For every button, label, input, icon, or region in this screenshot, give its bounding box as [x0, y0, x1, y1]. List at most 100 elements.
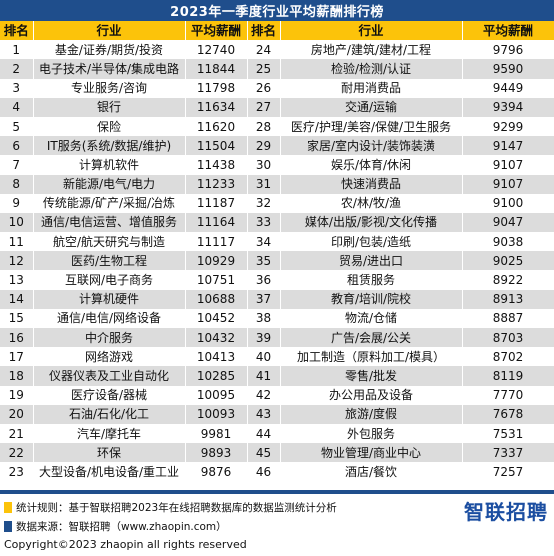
table-row: 16 中介服务 10432 39 广告/会展/公关 8703: [0, 328, 554, 348]
cell-industry-left: 通信/电信/网络设备: [33, 308, 186, 328]
table-row: 22 环保 9893 45 物业管理/商业中心 7337: [0, 443, 554, 463]
data-source-note: 数据来源：智联招聘（www.zhaopin.com）: [4, 519, 227, 534]
cell-rank-left: 13: [0, 270, 34, 290]
header-rank-right: 排名: [247, 21, 281, 41]
cell-rank-left: 16: [0, 328, 34, 348]
yellow-marker-icon: [4, 502, 12, 513]
cell-rank-left: 21: [0, 423, 34, 444]
cell-industry-right: 家居/室内设计/装饰装潢: [280, 136, 463, 156]
table-row: 21 汽车/摩托车 9981 44 外包服务 7531: [0, 423, 554, 444]
cell-salary-right: 9590: [462, 59, 554, 79]
cell-salary-right: 9100: [462, 193, 554, 213]
table-row: 1 基金/证券/期货/投资 12740 24 房地产/建筑/建材/工程 9796: [0, 40, 554, 60]
cell-industry-right: 租赁服务: [280, 270, 463, 290]
cell-salary-right: 8913: [462, 289, 554, 309]
cell-rank-left: 7: [0, 155, 34, 175]
cell-salary-left: 12740: [185, 40, 248, 60]
cell-industry-right: 医疗/护理/美容/保健/卫生服务: [280, 116, 463, 137]
cell-salary-left: 10751: [185, 270, 248, 290]
cell-rank-left: 8: [0, 174, 34, 194]
cell-salary-left: 9893: [185, 443, 248, 463]
cell-industry-left: 电子技术/半导体/集成电路: [33, 59, 186, 79]
cell-salary-left: 9981: [185, 423, 248, 444]
cell-salary-left: 9876: [185, 462, 248, 482]
cell-salary-right: 9107: [462, 174, 554, 194]
cell-rank-right: 26: [247, 78, 281, 98]
cell-rank-left: 18: [0, 366, 34, 386]
cell-industry-left: 网络游戏: [33, 347, 186, 367]
table-row: 19 医疗设备/器械 10095 42 办公用品及设备 7770: [0, 385, 554, 405]
cell-salary-right: 7531: [462, 423, 554, 444]
cell-rank-left: 22: [0, 443, 34, 463]
table-row: 4 银行 11634 27 交通/运输 9394: [0, 97, 554, 117]
cell-salary-left: 10929: [185, 251, 248, 271]
statistics-rule-text: 统计规则：基于智联招聘2023年在线招聘数据库的数据监测统计分析: [16, 502, 337, 514]
cell-industry-right: 办公用品及设备: [280, 385, 463, 405]
cell-salary-right: 9047: [462, 212, 554, 233]
table-body: 1 基金/证券/期货/投资 12740 24 房地产/建筑/建材/工程 9796 2 电子技术…: [0, 40, 554, 482]
cell-industry-left: 仪器仪表及工业自动化: [33, 366, 186, 386]
cell-salary-right: 8702: [462, 347, 554, 367]
footer-divider: [0, 490, 554, 494]
table-row: 23 大型设备/机电设备/重工业 9876 46 酒店/餐饮 7257: [0, 462, 554, 482]
cell-industry-right: 物业管理/商业中心: [280, 443, 463, 463]
table-row: 11 航空/航天研究与制造 11117 34 印刷/包装/造纸 9038: [0, 232, 554, 252]
cell-rank-left: 3: [0, 78, 34, 98]
cell-rank-right: 28: [247, 116, 281, 137]
cell-rank-left: 6: [0, 136, 34, 156]
cell-rank-left: 12: [0, 251, 34, 271]
cell-industry-right: 农/林/牧/渔: [280, 193, 463, 213]
table-row: 3 专业服务/咨询 11798 26 耐用消费品 9449: [0, 78, 554, 98]
salary-ranking-table: 排名 行业 平均薪酬 排名 行业 平均薪酬 1 基金/证券/期货/投资 12740 2…: [0, 21, 554, 482]
cell-salary-left: 10285: [185, 366, 248, 386]
cell-industry-left: 新能源/电气/电力: [33, 174, 186, 194]
cell-rank-right: 43: [247, 404, 281, 424]
table-row: 2 电子技术/半导体/集成电路 11844 25 检验/检测/认证 9590: [0, 59, 554, 79]
table-row: 5 保险 11620 28 医疗/护理/美容/保健/卫生服务 9299: [0, 116, 554, 137]
page-title: 2023年一季度行业平均薪酬排行榜: [0, 0, 554, 21]
cell-rank-right: 29: [247, 136, 281, 156]
header-salary-left: 平均薪酬: [185, 21, 248, 41]
cell-industry-left: IT服务(系统/数据/维护): [33, 136, 186, 156]
cell-industry-left: 专业服务/咨询: [33, 78, 186, 98]
cell-industry-left: 通信/电信运营、增值服务: [33, 212, 186, 233]
table-row: 20 石油/石化/化工 10093 43 旅游/度假 7678: [0, 404, 554, 424]
cell-salary-right: 9147: [462, 136, 554, 156]
cell-industry-right: 酒店/餐饮: [280, 462, 463, 482]
cell-industry-right: 零售/批发: [280, 366, 463, 386]
cell-salary-right: 8119: [462, 366, 554, 386]
cell-rank-right: 25: [247, 59, 281, 79]
table-header-row: 排名 行业 平均薪酬 排名 行业 平均薪酬: [0, 21, 554, 41]
header-industry-left: 行业: [33, 21, 186, 41]
cell-industry-left: 互联网/电子商务: [33, 270, 186, 290]
table-row: 8 新能源/电气/电力 11233 31 快速消费品 9107: [0, 174, 554, 194]
cell-industry-right: 广告/会展/公关: [280, 328, 463, 348]
cell-industry-right: 物流/仓储: [280, 308, 463, 328]
cell-rank-left: 5: [0, 116, 34, 137]
cell-industry-left: 石油/石化/化工: [33, 404, 186, 424]
cell-industry-right: 旅游/度假: [280, 404, 463, 424]
cell-industry-left: 航空/航天研究与制造: [33, 232, 186, 252]
cell-salary-left: 11620: [185, 116, 248, 137]
cell-rank-right: 46: [247, 462, 281, 482]
cell-industry-left: 基金/证券/期货/投资: [33, 40, 186, 60]
header-industry-right: 行业: [280, 21, 463, 41]
cell-salary-right: 9299: [462, 116, 554, 137]
cell-salary-left: 10432: [185, 328, 248, 348]
cell-salary-right: 8922: [462, 270, 554, 290]
cell-industry-right: 耐用消费品: [280, 78, 463, 98]
cell-salary-right: 9038: [462, 232, 554, 252]
cell-salary-left: 10095: [185, 385, 248, 405]
cell-rank-right: 41: [247, 366, 281, 386]
cell-salary-right: 7257: [462, 462, 554, 482]
cell-salary-right: 9394: [462, 97, 554, 117]
cell-rank-right: 36: [247, 270, 281, 290]
cell-rank-right: 34: [247, 232, 281, 252]
table-row: 10 通信/电信运营、增值服务 11164 33 媒体/出版/影视/文化传播 9047: [0, 212, 554, 233]
cell-industry-left: 医疗设备/器械: [33, 385, 186, 405]
cell-rank-left: 10: [0, 212, 34, 233]
cell-rank-left: 14: [0, 289, 34, 309]
cell-salary-right: 9449: [462, 78, 554, 98]
table-row: 17 网络游戏 10413 40 加工制造（原料加工/模具） 8702: [0, 347, 554, 367]
cell-industry-right: 教育/培训/院校: [280, 289, 463, 309]
